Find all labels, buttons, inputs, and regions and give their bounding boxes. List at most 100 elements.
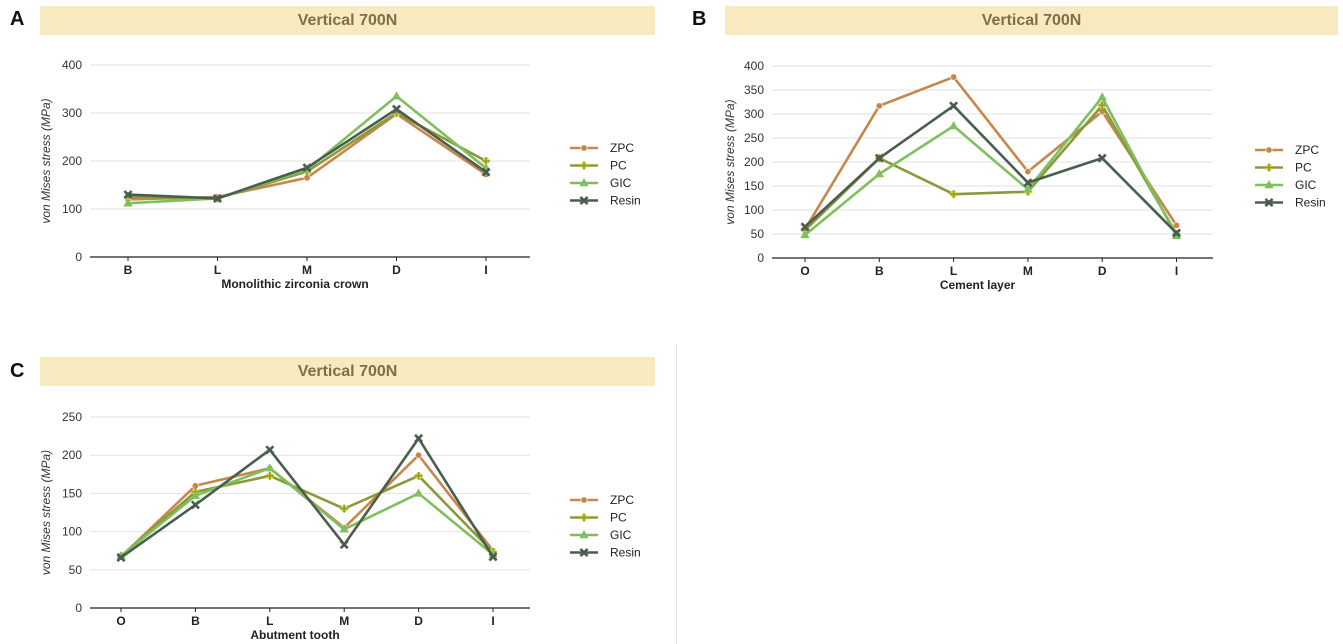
y-tick-label: 200 [744,155,764,169]
y-tick-label: 200 [62,448,82,462]
y-tick-label: 400 [744,59,764,73]
series-line-resin [804,104,1178,234]
point-gic [800,229,810,239]
point-zpc [950,73,958,81]
panel-c-title: Vertical 700N [40,357,655,386]
series-line-gic [120,466,494,558]
chart-1: 0 50 100 150 200 250 300 350 400 O B L M D I Cement lay… [723,59,1326,292]
legend-marker-zpc [1265,146,1273,154]
y-tick-label: 100 [744,203,764,217]
point-gic [414,488,424,497]
point-pc [265,471,274,480]
y-tick-label: 250 [744,131,764,145]
x-tick-label: O [116,614,125,628]
x-tick-label: O [800,264,809,278]
point-zpc [1173,221,1181,229]
y-axis-label: von Mises stress (MPa) [39,98,53,223]
legend-marker-zpc [580,496,588,504]
panel-b-letter: B [692,8,707,30]
y-tick-label: 100 [62,525,82,539]
point-gic [1023,184,1033,193]
point-gic [1097,92,1107,101]
legend-label-pc: PC [610,511,627,525]
legend-label-resin: Resin [610,194,641,208]
legend-label-resin: Resin [610,546,641,560]
legend-marker-gic [579,178,589,187]
x-tick-label: B [875,264,884,278]
x-axis-label: Abutment tooth [250,628,339,642]
series-line-resin [127,107,487,200]
legend-marker-pc [1265,163,1273,172]
series-line-resin [120,437,495,559]
y-tick-label: 50 [69,563,83,577]
y-tick-label: 300 [744,107,764,121]
y-tick-label: 350 [744,83,764,97]
point-gic [265,463,275,472]
x-axis-label: Cement layer [940,278,1016,292]
legend-label-gic: GIC [610,176,632,190]
point-gic [391,91,402,100]
y-axis-label: von Mises stress (MPa) [723,99,737,224]
point-zpc [1024,168,1032,176]
y-tick-label: 0 [75,250,82,264]
x-axis-label: Monolithic zirconia crown [221,277,368,291]
series-line-zpc [120,453,495,558]
x-tick-label: I [1175,264,1178,278]
legend-label-zpc: ZPC [1295,143,1319,157]
point-zpc [415,451,423,459]
x-tick-label: M [1023,264,1033,278]
legend-label-gic: GIC [1295,178,1317,192]
y-tick-label: 50 [751,227,765,241]
point-gic [190,490,200,499]
point-pc [414,471,423,480]
panel-b-title: Vertical 700N [725,6,1338,35]
point-pc [949,190,958,199]
legend-label-pc: PC [610,159,627,173]
legend-label-zpc: ZPC [610,493,634,507]
x-tick-label: L [266,614,273,628]
legend-marker-pc [580,513,588,522]
chart-2: 0 50 100 150 200 250 O B L M D I Abutment tooth von M… [39,410,641,642]
y-tick-label: 250 [62,410,82,424]
point-gic [874,169,884,178]
panel-a-letter: A [10,8,25,30]
x-tick-label: M [302,263,312,277]
y-tick-label: 400 [62,58,82,72]
panel-a-title: Vertical 700N [40,6,655,35]
y-tick-label: 150 [744,179,764,193]
panel-divider [676,344,677,644]
point-gic [339,524,349,533]
series-line-gic [127,94,487,205]
y-tick-label: 200 [62,154,82,168]
point-gic [123,198,133,207]
x-tick-label: D [414,614,423,628]
series-line-zpc [803,75,1178,230]
y-tick-label: 0 [75,601,82,615]
legend-label-gic: GIC [610,528,632,542]
x-tick-label: L [214,263,221,277]
x-tick-label: L [950,264,957,278]
point-pc [1098,101,1107,110]
y-axis-label: von Mises stress (MPa) [39,450,53,575]
y-tick-label: 0 [757,251,764,265]
legend-marker-gic [579,530,589,539]
panel-c-letter: C [10,360,25,382]
y-tick-label: 300 [62,106,82,120]
x-tick-label: D [392,263,401,277]
x-tick-label: D [1098,264,1107,278]
x-tick-label: I [484,263,487,277]
series-line-pc [120,474,494,558]
x-tick-label: M [339,614,349,628]
point-gic [949,121,959,130]
legend-label-resin: Resin [1295,196,1326,210]
series-line-zpc [127,112,487,201]
point-zpc [875,102,883,110]
series-line-gic [804,95,1178,237]
chart-0: 0 100 200 300 400 B L M D I Monolithic zirconia cr… [39,58,641,291]
x-tick-label: I [491,614,494,628]
point-pc [340,504,349,513]
legend-marker-pc [580,161,588,170]
legend-label-pc: PC [1295,161,1312,175]
legend-marker-gic [1264,180,1274,189]
